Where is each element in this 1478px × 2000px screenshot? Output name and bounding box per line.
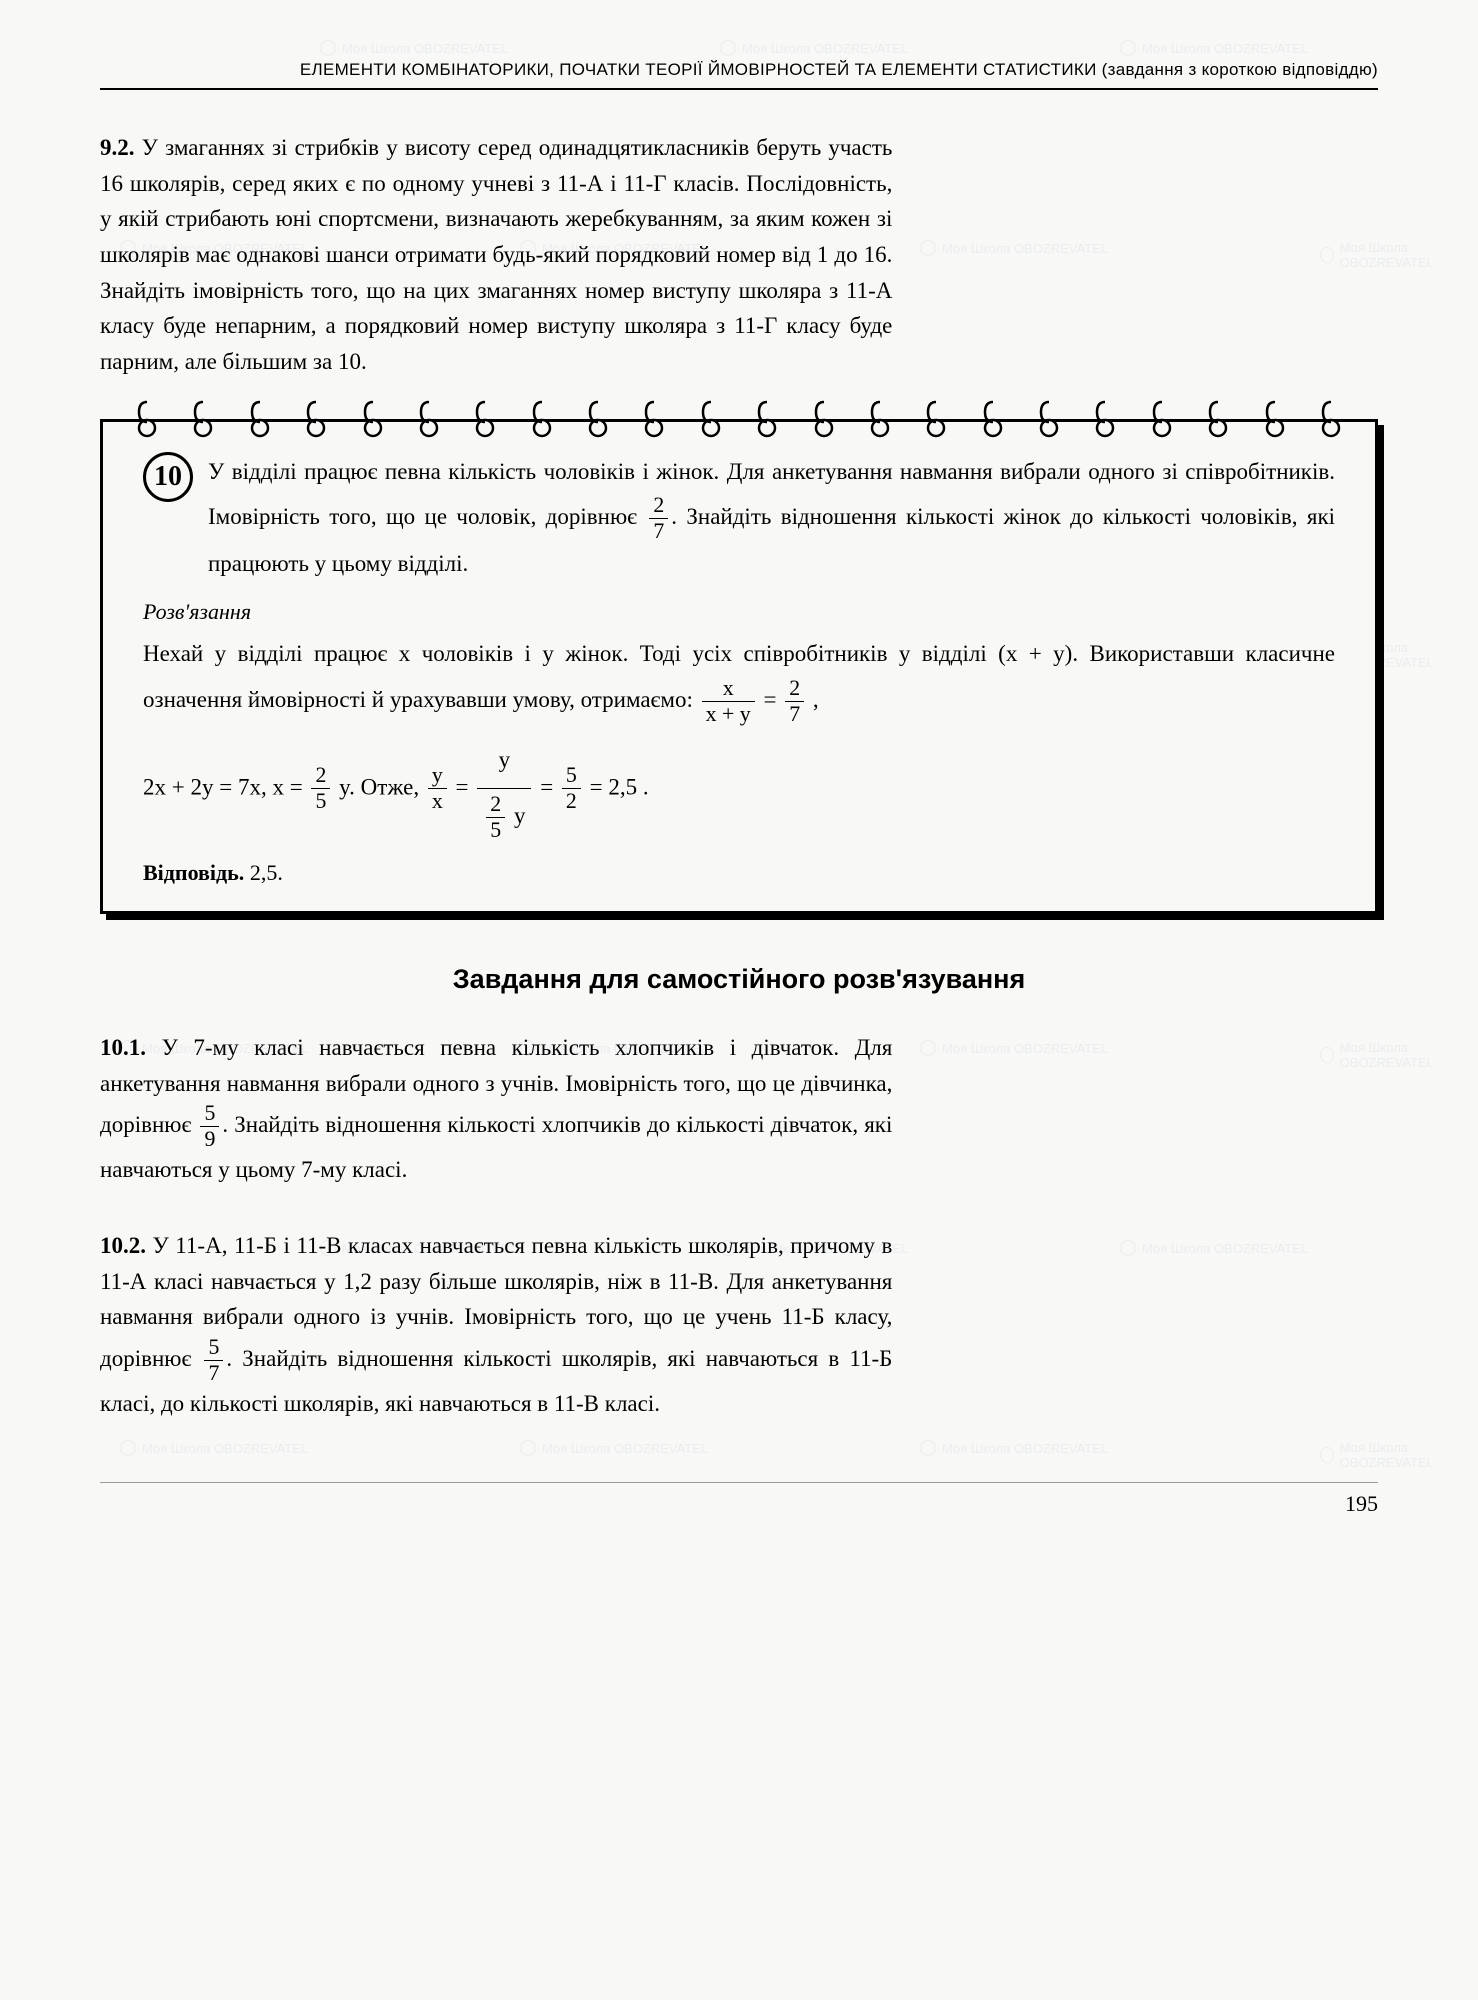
fraction: 52 xyxy=(562,763,581,814)
page-number: 195 xyxy=(100,1482,1378,1517)
spiral-binding xyxy=(133,400,1345,438)
problem-9-2: 9.2. У змаганнях зі стрибків у висоту се… xyxy=(100,130,892,379)
header-title: ЕЛЕМЕНТИ КОМБІНАТОРИКИ, ПОЧАТКИ ТЕОРІЇ Й… xyxy=(300,60,1097,79)
fraction: yx xyxy=(428,763,447,814)
worked-example-box: 10 У відділі працює певна кількість чоло… xyxy=(100,419,1378,913)
solution-body: Нехай у відділі працює x чоловіків і y ж… xyxy=(143,633,1335,845)
problem-number: 9.2. xyxy=(100,135,135,160)
fraction: 27 xyxy=(785,676,804,727)
solution-label: Розв'язання xyxy=(143,599,1335,625)
problem-text: У змаганнях зі стрибків у висоту серед о… xyxy=(100,135,892,374)
problem-number: 10.1. xyxy=(100,1035,146,1060)
fraction: 57 xyxy=(204,1335,223,1386)
fraction: 59 xyxy=(200,1101,219,1152)
page-header: ЕЛЕМЕНТИ КОМБІНАТОРИКИ, ПОЧАТКИ ТЕОРІЇ Й… xyxy=(100,60,1378,90)
fraction: 25 xyxy=(311,763,330,814)
header-subtitle: (завдання з короткою відповіддю) xyxy=(1097,60,1378,79)
nested-fraction: y 25 y xyxy=(477,733,531,845)
answer-line: Відповідь. 2,5. xyxy=(143,860,1335,886)
example-number-circle: 10 xyxy=(143,452,193,502)
fraction: 27 xyxy=(649,493,668,544)
example-statement: У відділі працює певна кількість чоловік… xyxy=(208,452,1335,584)
fraction: xx + y xyxy=(702,676,755,727)
problem-number: 10.2. xyxy=(100,1233,146,1258)
problem-10-2: 10.2. У 11-А, 11-Б і 11-В класах навчаєт… xyxy=(100,1228,892,1422)
problem-10-1: 10.1. У 7-му класі навчається певна кіль… xyxy=(100,1030,892,1188)
section-title: Завдання для самостійного розв'язування xyxy=(100,964,1378,995)
